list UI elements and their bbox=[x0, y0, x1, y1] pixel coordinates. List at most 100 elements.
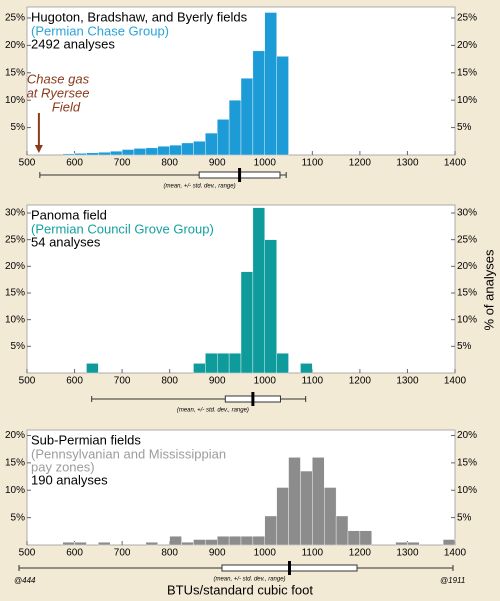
x-tick-label: 700 bbox=[114, 548, 131, 559]
bar bbox=[121, 149, 135, 156]
y-tick-label-right: 5% bbox=[457, 512, 472, 523]
bar bbox=[217, 536, 230, 546]
summary-label: (mean, +/- std. dev., range) bbox=[164, 184, 236, 190]
y-tick-label: 20% bbox=[5, 261, 25, 272]
bar bbox=[205, 132, 218, 156]
bar bbox=[98, 152, 111, 156]
panel-subtitle: (Pennsylvanian and Mississippian bbox=[31, 446, 226, 461]
bar bbox=[86, 152, 99, 156]
x-tick-label: 1000 bbox=[254, 376, 277, 387]
bar bbox=[407, 542, 420, 546]
x-tick-label: 1100 bbox=[302, 158, 324, 169]
bar bbox=[193, 141, 206, 156]
y-tick-label-right: 10% bbox=[457, 314, 477, 325]
bar bbox=[205, 353, 218, 374]
panel-subtitle: (Permian Council Grove Group) bbox=[31, 221, 214, 236]
x-tick-label: 700 bbox=[114, 376, 131, 387]
x-tick-label: 1300 bbox=[396, 376, 419, 387]
x-tick-label: 500 bbox=[19, 376, 36, 387]
y-tick-label: 20% bbox=[5, 430, 25, 441]
y-tick-label: 15% bbox=[5, 457, 25, 468]
y-tick-label: 10% bbox=[5, 314, 25, 325]
y-tick-label-right: 25% bbox=[457, 234, 477, 245]
x-tick-label: 900 bbox=[209, 376, 226, 387]
x-tick-label: 1200 bbox=[349, 548, 372, 559]
x-tick-label: 1300 bbox=[396, 548, 419, 559]
y-tick-label: 25% bbox=[5, 234, 25, 245]
y-tick-label-right: 10% bbox=[457, 485, 477, 496]
y-tick-label: 5% bbox=[11, 512, 26, 523]
bar bbox=[181, 542, 194, 546]
bar bbox=[228, 353, 242, 374]
y-tick-label: 10% bbox=[5, 485, 25, 496]
x-tick-label: 800 bbox=[161, 548, 178, 559]
bar bbox=[300, 470, 313, 546]
annotation-text: at Ryersee bbox=[27, 85, 90, 100]
y-tick-label-right: 5% bbox=[457, 122, 472, 133]
bar bbox=[110, 150, 123, 156]
y-tick-label-right: 20% bbox=[457, 261, 477, 272]
bar bbox=[169, 144, 182, 156]
bar bbox=[74, 153, 87, 156]
y-tick-label-right: 20% bbox=[457, 430, 477, 441]
bar bbox=[217, 119, 230, 156]
x-tick-label: 1300 bbox=[396, 158, 419, 169]
summary-label: (mean, +/- std. dev., range) bbox=[177, 408, 249, 414]
bar bbox=[276, 56, 289, 156]
bar bbox=[442, 539, 456, 546]
range-max-label: @1911 bbox=[440, 576, 465, 585]
y-tick-label: 5% bbox=[11, 122, 26, 133]
bar bbox=[145, 147, 158, 156]
bar bbox=[133, 148, 147, 156]
summary-label: (mean, +/- std. dev., range) bbox=[213, 577, 285, 583]
bar bbox=[205, 539, 218, 546]
y-tick-label: 15% bbox=[5, 288, 25, 299]
y-tick-label-right: 10% bbox=[457, 95, 477, 106]
x-tick-label: 1400 bbox=[444, 158, 467, 169]
x-tick-label: 1400 bbox=[444, 548, 467, 559]
bar bbox=[98, 542, 111, 546]
panel-title: Sub-Permian fields bbox=[31, 432, 141, 447]
panel-subtitle: pay zones) bbox=[31, 459, 95, 474]
x-tick-label: 1100 bbox=[302, 548, 324, 559]
x-tick-label: 1400 bbox=[444, 376, 467, 387]
bar bbox=[264, 239, 277, 374]
y-tick-label: 25% bbox=[5, 13, 25, 24]
y-tick-label: 15% bbox=[5, 67, 25, 78]
bar bbox=[252, 536, 265, 546]
bar bbox=[217, 353, 230, 374]
y-tick-label-right: 15% bbox=[457, 67, 477, 78]
x-tick-label: 1200 bbox=[349, 376, 372, 387]
x-tick-label: 1200 bbox=[349, 158, 372, 169]
plot-area bbox=[26, 429, 456, 546]
bar bbox=[193, 539, 206, 546]
panel-title: Panoma field bbox=[31, 207, 107, 222]
x-tick-label: 500 bbox=[19, 548, 36, 559]
bar bbox=[157, 146, 170, 156]
x-tick-label: 700 bbox=[114, 158, 131, 169]
x-tick-label: 900 bbox=[209, 548, 226, 559]
y-tick-label-right: 15% bbox=[457, 288, 477, 299]
bar bbox=[86, 363, 99, 374]
x-tick-label: 500 bbox=[19, 158, 36, 169]
x-tick-label: 600 bbox=[66, 158, 83, 169]
bar bbox=[288, 457, 301, 546]
annotation-text: Field bbox=[52, 99, 81, 114]
bar bbox=[252, 207, 265, 374]
bar bbox=[240, 78, 254, 156]
y-tick-label-right: 15% bbox=[457, 457, 477, 468]
bar bbox=[240, 536, 254, 546]
x-tick-label: 900 bbox=[209, 158, 226, 169]
bar bbox=[312, 457, 325, 546]
y-tick-label: 20% bbox=[5, 40, 25, 51]
bar bbox=[62, 542, 75, 546]
bar bbox=[276, 487, 289, 546]
bar bbox=[335, 515, 349, 546]
y-tick-label-right: 20% bbox=[457, 40, 477, 51]
y-tick-label: 10% bbox=[5, 95, 25, 106]
x-axis-label: BTUs/standard cubic foot bbox=[167, 582, 313, 597]
panel-title: Hugoton, Bradshaw, and Byerly fields bbox=[31, 9, 248, 24]
panel-note: 2492 analyses bbox=[31, 36, 115, 51]
y-tick-label-right: 30% bbox=[457, 208, 477, 219]
